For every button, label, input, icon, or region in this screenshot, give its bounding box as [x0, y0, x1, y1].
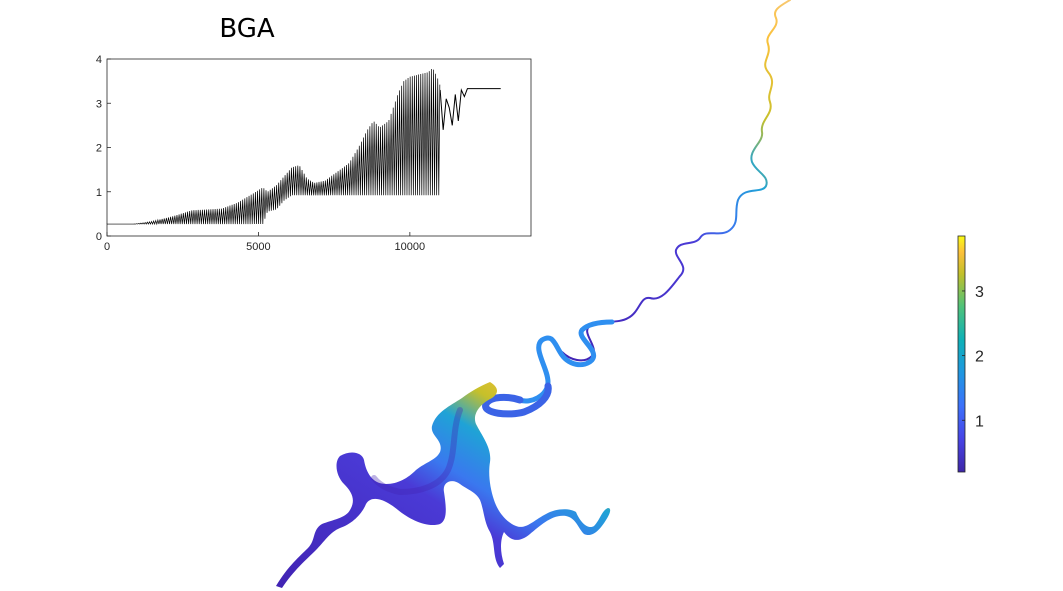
series-oscillation-band: [106, 69, 441, 226]
colorbar-tick-label: 1: [975, 413, 984, 430]
river-map: [276, 0, 791, 588]
colorbar-gradient: [957, 235, 966, 473]
y-tick-label: 0: [96, 231, 102, 243]
series-oscillation-path: [106, 69, 441, 226]
plot-area: [106, 58, 532, 237]
river-loop: [482, 382, 552, 418]
series-tail-line: [439, 88, 501, 130]
colorbar-ticks: 1 2 3: [962, 284, 984, 430]
river-middle-channel: [517, 319, 615, 404]
colorbar: 1 2 3: [957, 235, 984, 473]
river-lake-body: [276, 382, 611, 588]
inset-chart: BGA 0 5000 10000 0 1 2 3 4: [96, 14, 532, 253]
x-axis-ticks: 0 5000 10000: [104, 232, 425, 253]
y-tick-label: 3: [96, 98, 102, 110]
river-upstream-channel: [561, 0, 791, 362]
river-lake-shading: [371, 407, 463, 496]
x-tick-label: 5000: [246, 241, 270, 253]
colorbar-tick-label: 2: [975, 349, 984, 366]
x-tick-label: 0: [104, 241, 110, 253]
y-tick-label: 1: [96, 187, 102, 199]
y-tick-label: 4: [96, 54, 102, 66]
y-tick-label: 2: [96, 143, 102, 155]
chart-title: BGA: [219, 14, 275, 44]
colorbar-tick-label: 3: [975, 284, 984, 301]
y-axis-ticks: 0 1 2 3 4: [96, 54, 111, 243]
x-tick-label: 10000: [395, 241, 426, 253]
